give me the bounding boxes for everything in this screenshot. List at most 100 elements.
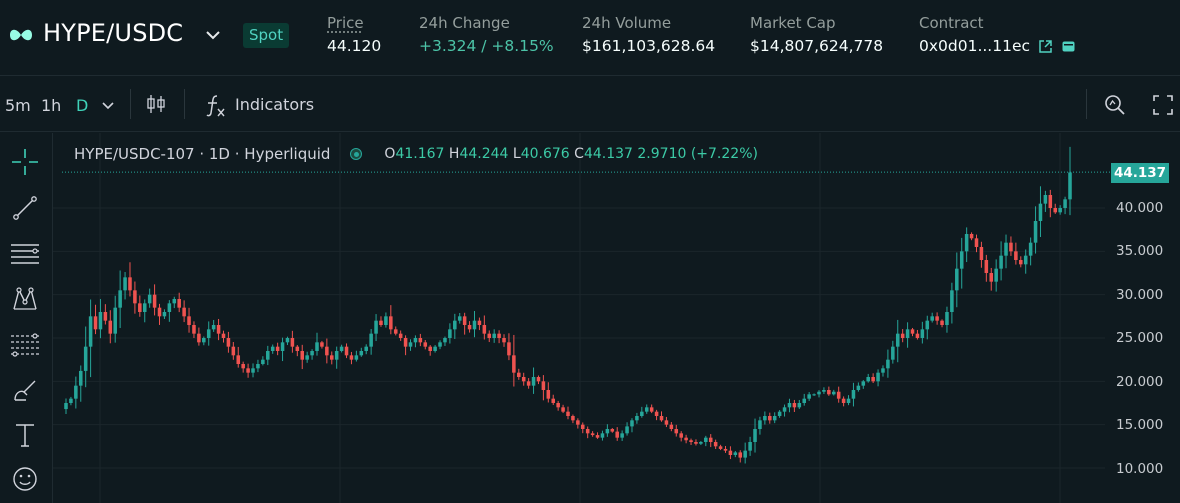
legend-title: HYPE/USDC-107 · 1D · Hyperliquid <box>74 145 331 163</box>
candle-body <box>1043 195 1048 204</box>
stat-price: Price 44.120 <box>327 14 381 55</box>
ohlc-open: 41.167 <box>395 146 445 162</box>
toolbar-divider <box>184 89 185 119</box>
ohlc-change: 2.9710 (+7.22%) <box>637 146 758 162</box>
fullscreen-icon[interactable] <box>1153 95 1173 115</box>
candle-body <box>630 420 634 427</box>
candle-body <box>684 437 688 441</box>
candle-body <box>133 290 137 304</box>
indicators-button[interactable]: Indicators <box>235 95 315 114</box>
stat-value: $161,103,628.64 <box>582 37 716 55</box>
emoji-tool[interactable] <box>8 462 42 496</box>
stat-24h-volume: 24h Volume $161,103,628.64 <box>582 14 715 55</box>
pair-selector[interactable]: HYPE/USDC <box>43 19 184 47</box>
candle-body <box>955 268 959 291</box>
candle-body <box>620 433 624 438</box>
candle-body <box>999 255 1003 269</box>
timeframe-1h[interactable]: 1h <box>41 96 62 115</box>
candle-body <box>571 416 575 421</box>
candle-body <box>423 342 428 347</box>
candle-body <box>1053 208 1058 213</box>
ohlc-close: 44.137 <box>583 146 633 162</box>
candle-body <box>1019 260 1023 265</box>
candle-body <box>428 346 432 351</box>
text-tool[interactable] <box>8 418 42 452</box>
candlestick-type-icon[interactable] <box>145 93 167 115</box>
brush-tool[interactable] <box>8 373 42 407</box>
candle-body <box>334 351 339 360</box>
candle-body <box>83 346 88 371</box>
candle-body <box>157 307 162 317</box>
candle-body <box>797 403 802 408</box>
candle-body <box>566 411 570 416</box>
candle-body <box>748 442 752 451</box>
candle-body <box>457 316 462 321</box>
contract-address[interactable]: 0x0d01...11ec <box>919 37 1031 55</box>
candle-body <box>98 312 103 330</box>
candle-body <box>615 431 619 438</box>
external-link-icon[interactable] <box>1038 39 1053 54</box>
pattern-tool[interactable] <box>8 282 42 316</box>
price-chart-area[interactable] <box>52 133 1180 503</box>
candle-body <box>925 320 930 330</box>
candle-body <box>669 424 674 429</box>
stat-label: Market Cap <box>750 14 836 32</box>
candle-body <box>241 364 245 369</box>
candle-body <box>462 316 467 325</box>
candle-body <box>674 429 679 434</box>
candle-body <box>738 452 743 458</box>
crosshair-icon <box>12 149 38 175</box>
zoom-search-icon[interactable] <box>1103 93 1127 117</box>
candle-body <box>659 416 664 421</box>
candle-body <box>679 433 683 438</box>
candle-body <box>103 312 108 321</box>
candle-body <box>763 416 767 421</box>
text-icon <box>16 424 34 447</box>
candle-body <box>935 316 939 321</box>
function-icon[interactable] <box>203 93 229 119</box>
candle-body <box>664 420 669 425</box>
stat-label: 24h Volume <box>582 14 672 32</box>
candle-body <box>349 355 354 360</box>
candle-body <box>733 452 738 455</box>
trendline-tool[interactable] <box>8 191 42 225</box>
candle-body <box>551 398 556 403</box>
candle-body <box>900 333 905 338</box>
candle-body <box>856 385 861 390</box>
candle-body <box>787 403 792 408</box>
candle-body <box>364 346 368 351</box>
last-price-tag: 44.137 <box>1111 163 1169 183</box>
candle-body <box>138 303 142 312</box>
candle-body <box>521 377 526 382</box>
candle-body <box>812 394 816 396</box>
candle-body <box>974 238 979 247</box>
candle-body <box>236 355 241 364</box>
visibility-dot-icon[interactable] <box>350 148 363 160</box>
candle-body <box>517 372 521 377</box>
chevron-down-icon[interactable] <box>204 26 222 44</box>
candle-body <box>438 342 442 347</box>
candle-body <box>905 329 910 338</box>
candle-body <box>689 440 693 442</box>
wallet-icon[interactable] <box>1061 39 1076 54</box>
candle-body <box>1058 208 1062 213</box>
candle-body <box>472 320 477 330</box>
candle-body <box>202 338 206 343</box>
crosshair-tool[interactable] <box>8 145 42 179</box>
candle-body <box>910 329 915 334</box>
candle-body <box>876 372 880 382</box>
candle-body <box>1048 195 1053 208</box>
timeframe-d[interactable]: D <box>76 96 89 115</box>
pattern-icon <box>13 287 37 310</box>
fib-tool[interactable] <box>8 328 42 362</box>
timeframe-5m[interactable]: 5m <box>5 96 31 115</box>
ohlc-values: O41.167 H44.244 L40.676 C44.137 2.9710 (… <box>384 146 758 162</box>
chevron-down-icon[interactable] <box>98 95 118 115</box>
horizontal-lines-tool[interactable] <box>8 237 42 271</box>
candle-body <box>576 420 580 425</box>
candle-body <box>226 338 231 347</box>
toolbar-divider <box>1086 89 1087 119</box>
candle-body <box>256 364 260 369</box>
candle-body <box>915 333 920 338</box>
